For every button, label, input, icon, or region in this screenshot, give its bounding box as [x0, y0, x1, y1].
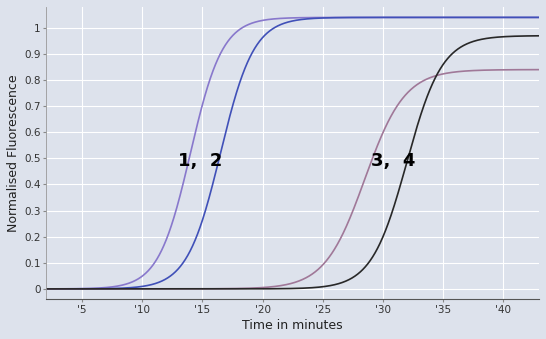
Text: 3,  4: 3, 4	[371, 152, 415, 170]
Y-axis label: Normalised Fluorescence: Normalised Fluorescence	[7, 74, 20, 232]
X-axis label: Time in minutes: Time in minutes	[242, 319, 343, 332]
Text: 1,  2: 1, 2	[179, 152, 223, 170]
